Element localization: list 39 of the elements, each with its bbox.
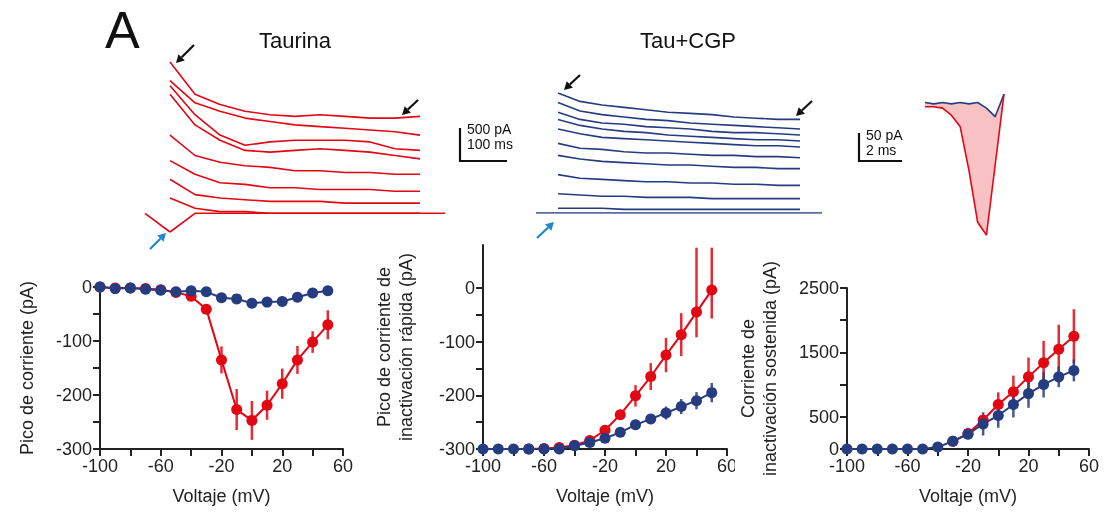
x-tick-label: -20 [954,456,982,476]
x-axis-title: Voltaje (mV) [555,486,655,506]
x-tick-label: 20 [1018,456,1039,476]
x-axis-title: Voltaje (mV) [172,486,271,506]
x-tick-label: -100 [828,456,866,476]
y-tick-label: 1500 [798,342,839,363]
chart-title: Taurina [258,27,332,53]
x-tick-label: -20 [208,456,235,476]
x-tick-label: 20 [655,456,677,476]
x-tick-label: -60 [530,456,558,476]
y-tick-label: -200 [55,385,92,405]
y-tick-label: -100 [55,331,92,351]
chart-title: Tau+CGP [640,27,736,53]
x-tick-label: 60 [1078,456,1100,476]
y-tick-label: -300 [55,439,92,459]
x-tick-label: -60 [147,456,174,476]
y-tick-label: -300 [438,439,475,459]
x-tick-label: -60 [894,456,921,476]
x-axis-title: Voltaje (mV) [918,486,1018,506]
y-tick-label: 0 [464,277,475,298]
y-axis-title: Pico de corriente de inactivación rápida (pA) [374,252,416,442]
y-tick-label: 2500 [798,278,839,298]
y-tick-label: -200 [438,385,475,406]
x-tick-label: 20 [272,456,293,476]
x-tick-label: -100 [81,456,119,476]
text: A [105,1,140,59]
x-tick-label: 60 [332,456,354,476]
y-axis-title: Pico de corriente (pA) [17,280,37,456]
y-tick-label: 500 [808,406,839,427]
text: 500 pA [467,121,513,137]
x-tick-label: -20 [591,456,619,476]
y-tick-label: -100 [438,331,475,352]
x-tick-label: -100 [464,456,502,476]
y-tick-label: 0 [81,277,92,297]
text: 2 ms [866,142,897,158]
y-tick-label: 0 [828,439,839,459]
text: 100 ms [467,136,513,152]
y-axis-title: Corriente de inactivación sostenida (pA) [738,260,780,477]
text: 50 pA [866,127,904,143]
